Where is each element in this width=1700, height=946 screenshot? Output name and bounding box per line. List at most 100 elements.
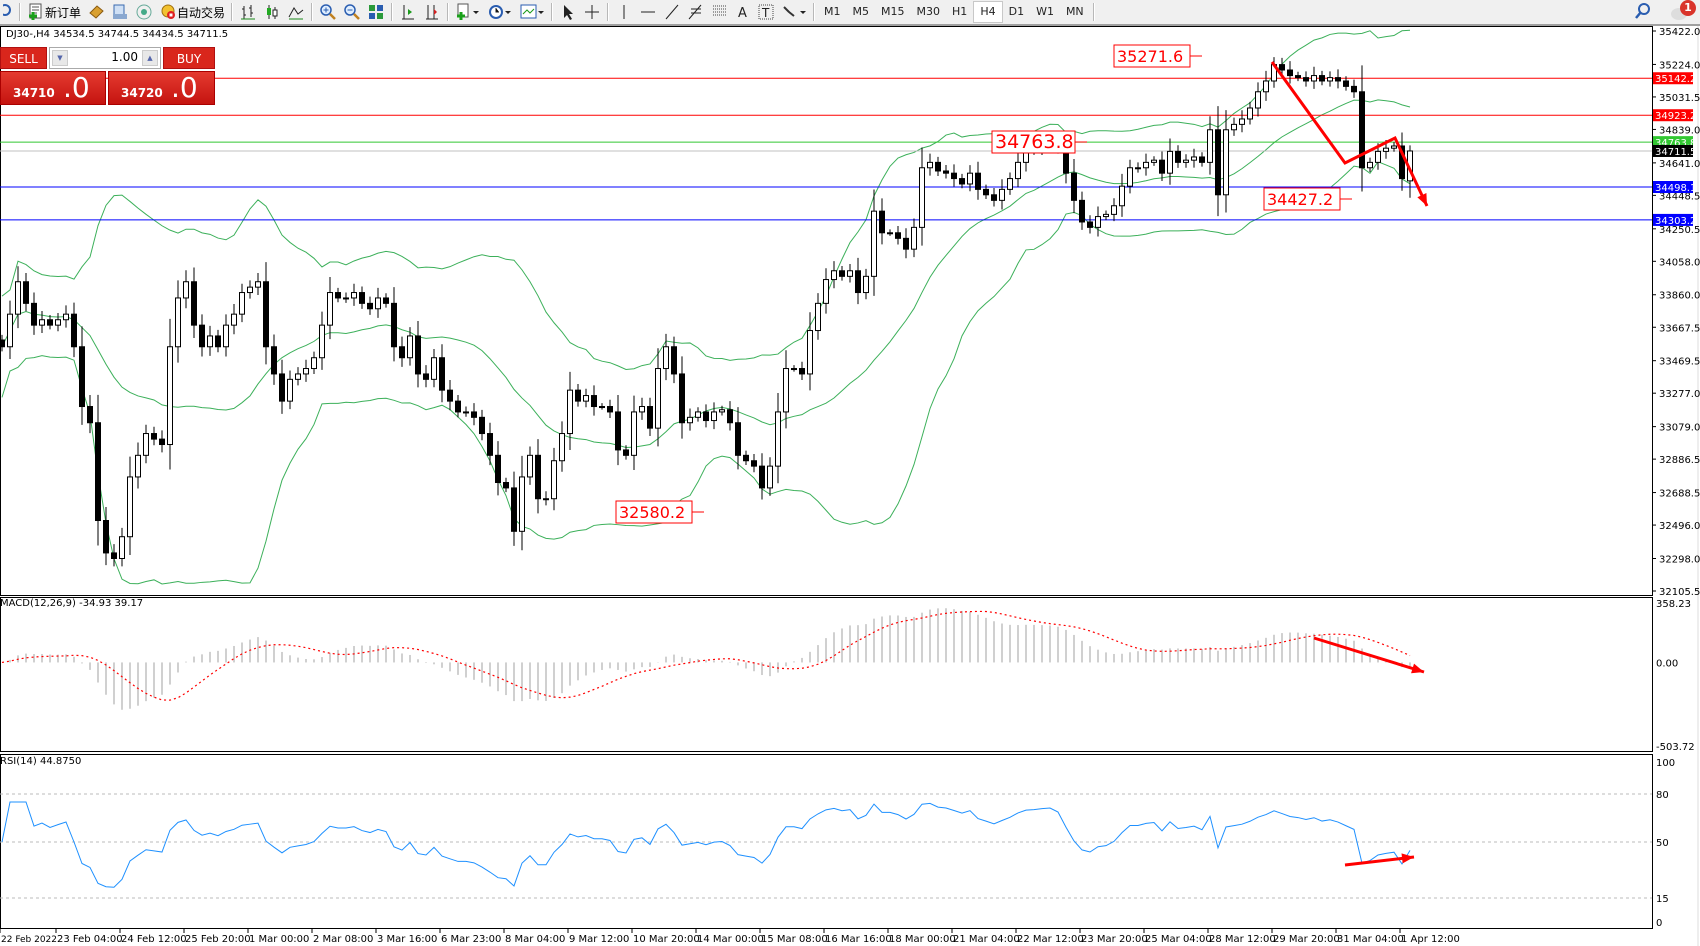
bearish-candle — [359, 292, 365, 304]
timeframe-mn[interactable]: MN — [1065, 5, 1084, 18]
macd-tick-label: 0.00 — [1656, 658, 1678, 669]
toolbar: 新订单 自动交易 A T M1 M5 M15 M30 H1 H4 D1 W1 MN 1 — [0, 0, 1700, 26]
bullish-candle — [1327, 77, 1333, 82]
bullish-candle — [567, 389, 573, 435]
timeframe-h4[interactable]: H4 — [973, 1, 1003, 23]
price-annotation-label: 34427.2 — [1267, 190, 1333, 209]
bearish-candle — [191, 281, 197, 326]
sell-button[interactable]: SELL — [0, 47, 47, 69]
buy-button[interactable]: BUY — [163, 47, 215, 69]
timeframe-m15[interactable]: M15 — [881, 5, 905, 18]
horizontal-line-icon[interactable] — [636, 1, 660, 23]
bullish-candle — [887, 232, 893, 235]
bullish-candle — [231, 313, 237, 326]
candles — [0, 57, 1413, 567]
bullish-candle — [39, 319, 45, 326]
trendline-icon[interactable] — [660, 1, 684, 23]
x-tick-label: 31 Mar 04:00 — [1337, 934, 1404, 945]
line-chart-icon[interactable] — [284, 1, 308, 23]
search-icon[interactable] — [1634, 2, 1652, 23]
search-icon[interactable] — [0, 1, 16, 23]
main-pane-frame — [0, 26, 1653, 596]
bullish-candle — [183, 281, 189, 299]
bearish-candle — [23, 281, 29, 304]
candlestick-icon[interactable] — [260, 1, 284, 23]
cursor-icon[interactable] — [556, 1, 580, 23]
bearish-candle — [335, 292, 341, 299]
trend-arrow-main — [1270, 61, 1429, 207]
bearish-candle — [263, 281, 269, 348]
bearish-candle — [447, 389, 453, 402]
auto-trading-icon — [161, 4, 176, 19]
svg-text:A: A — [738, 6, 747, 21]
y-tick-label: 35031.5 — [1659, 93, 1700, 104]
price-chart[interactable]: 35422.0 35224.0 35031.5 34839.0 34641.0 34448… — [0, 26, 1700, 946]
sell-price-button[interactable]: 34710 .0 — [0, 71, 106, 105]
bearish-candle — [415, 335, 421, 375]
bullish-candle — [551, 460, 557, 500]
notifications-button[interactable]: 1 — [1670, 0, 1696, 22]
bearish-candle — [1215, 129, 1221, 196]
decrease-lot-button[interactable]: ▼ — [52, 50, 68, 66]
chart-shift-icon[interactable] — [396, 1, 420, 23]
periods-icon[interactable] — [484, 1, 516, 23]
text-label-icon[interactable]: T — [754, 1, 778, 23]
auto-trading-label: 自动交易 — [177, 5, 226, 20]
templates-icon[interactable] — [516, 1, 548, 23]
zoom-in-icon[interactable] — [316, 1, 340, 23]
vertical-line-icon[interactable] — [612, 1, 636, 23]
market-watch-icon[interactable] — [84, 1, 108, 23]
tile-windows-icon[interactable] — [364, 1, 388, 23]
buy-price-button[interactable]: 34720 .0 — [108, 71, 215, 105]
timeframe-m1[interactable]: M1 — [824, 5, 841, 18]
fibonacci-icon[interactable] — [684, 1, 708, 23]
bar-chart-icon[interactable] — [236, 1, 260, 23]
bullish-candle — [127, 476, 133, 538]
indicators-icon[interactable] — [452, 1, 484, 23]
bearish-candle — [575, 389, 581, 402]
timeframe-d1[interactable]: D1 — [1008, 5, 1025, 18]
fibo-fan-icon[interactable] — [708, 1, 732, 23]
y-tick-label: 34448.5 — [1659, 191, 1700, 202]
x-tick-label: 16 Mar 16:00 — [825, 934, 892, 945]
signals-icon[interactable] — [132, 1, 156, 23]
bearish-candle — [759, 465, 765, 489]
timeframe-h1[interactable]: H1 — [952, 5, 968, 18]
x-tick-label: 8 Mar 04:00 — [505, 934, 565, 945]
new-order-button[interactable]: 新订单 — [24, 1, 84, 23]
bullish-candle — [1207, 129, 1213, 163]
bullish-candle — [823, 279, 829, 304]
zoom-out-icon[interactable] — [340, 1, 364, 23]
sell-price-fraction: .0 — [63, 71, 90, 104]
lot-size-stepper: ▼ ▲ — [49, 47, 161, 69]
bearish-candle — [199, 324, 205, 348]
bullish-candle — [119, 536, 125, 559]
timeframe-w1[interactable]: W1 — [1036, 5, 1054, 18]
text-icon[interactable]: A — [732, 1, 754, 23]
y-tick-label: 33277.0 — [1659, 389, 1700, 400]
bullish-candle — [999, 188, 1005, 201]
bearish-candle — [983, 188, 989, 196]
bearish-candle — [623, 449, 629, 456]
x-tick-label: 22 Mar 12:00 — [1017, 934, 1084, 945]
increase-lot-button[interactable]: ▲ — [142, 50, 158, 66]
arrows-icon[interactable] — [778, 1, 810, 23]
toolbar-separator — [551, 3, 554, 21]
x-tick-label: 10 Mar 20:00 — [633, 934, 700, 945]
crosshair-icon[interactable] — [580, 1, 604, 23]
bearish-candle — [903, 237, 909, 250]
auto-trading-button[interactable]: 自动交易 — [156, 1, 228, 23]
bullish-candle — [519, 476, 525, 532]
bearish-candle — [935, 161, 941, 172]
autoscroll-icon[interactable] — [420, 1, 444, 23]
x-tick-label: 9 Mar 12:00 — [569, 934, 629, 945]
timeframe-m5[interactable]: M5 — [852, 5, 870, 18]
bullish-candle — [1167, 150, 1173, 174]
lot-size-input[interactable] — [78, 50, 138, 64]
bearish-candle — [79, 346, 85, 408]
bullish-candle — [559, 433, 565, 462]
bearish-candle — [31, 302, 37, 326]
timeframe-m30[interactable]: M30 — [916, 5, 941, 18]
navigator-icon[interactable] — [108, 1, 132, 23]
x-tick-label: 21 Mar 04:00 — [953, 934, 1020, 945]
